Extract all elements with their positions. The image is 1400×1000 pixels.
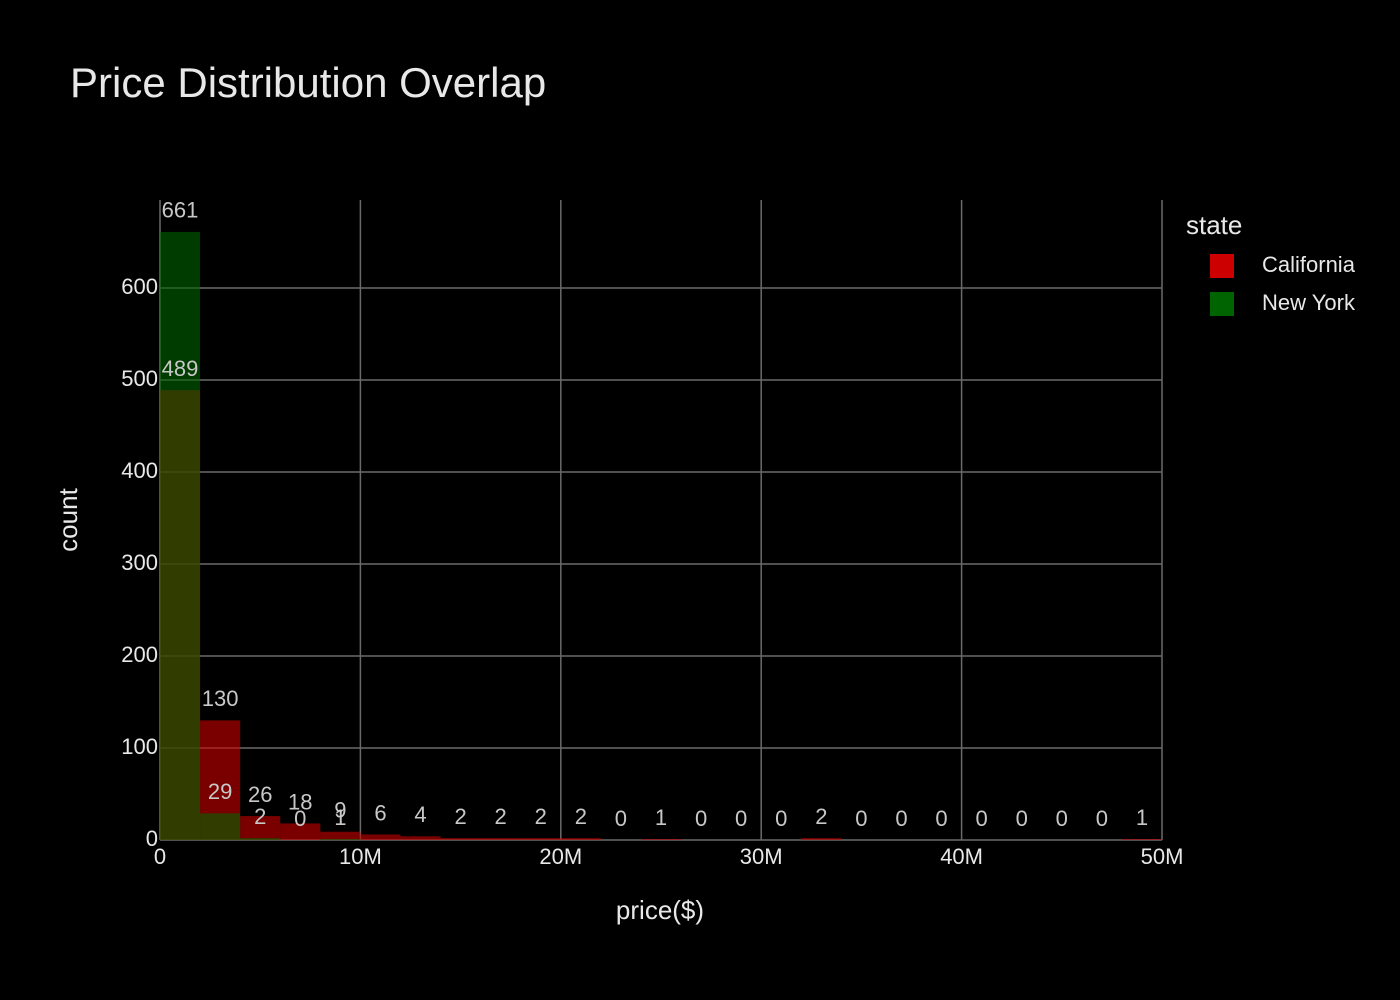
bar [240, 816, 281, 840]
x-tick-label: 40M [940, 844, 983, 869]
data-label: 0 [735, 806, 747, 831]
y-tick-label: 0 [146, 826, 158, 851]
y-tick-label: 400 [121, 458, 158, 483]
data-label: 0 [294, 806, 306, 831]
y-tick-label: 100 [121, 734, 158, 759]
data-label: 2 [495, 804, 507, 829]
bar [801, 838, 842, 840]
bar [360, 834, 401, 840]
data-label: 0 [1016, 806, 1028, 831]
bar [280, 823, 321, 840]
data-label: 2 [815, 804, 827, 829]
bar [1121, 839, 1162, 840]
data-label: 0 [615, 806, 627, 831]
legend-label: California [1262, 252, 1356, 277]
bar [240, 838, 281, 840]
data-label: 2 [575, 804, 587, 829]
data-label: 0 [855, 806, 867, 831]
data-label: 1 [655, 805, 667, 830]
bar [520, 838, 561, 840]
data-label: 29 [208, 779, 232, 804]
x-tick-label: 10M [339, 844, 382, 869]
bar [160, 231, 201, 840]
y-tick-label: 200 [121, 642, 158, 667]
data-label: 0 [1096, 806, 1108, 831]
data-label: 0 [976, 806, 988, 831]
bar [400, 836, 441, 840]
data-label: 26 [248, 782, 272, 807]
bar [560, 838, 601, 840]
y-tick-label: 600 [121, 274, 158, 299]
data-label: 0 [895, 806, 907, 831]
data-label: 1 [334, 805, 346, 830]
bar [480, 838, 521, 840]
x-tick-label: 30M [740, 844, 783, 869]
data-label: 0 [775, 806, 787, 831]
bar [640, 839, 682, 840]
data-label: 2 [454, 804, 466, 829]
x-tick-label: 20M [539, 844, 582, 869]
data-label: 661 [162, 198, 199, 223]
data-label: 2 [254, 804, 266, 829]
y-axis-title: count [53, 487, 83, 551]
bar [440, 838, 481, 840]
data-label: 0 [1056, 806, 1068, 831]
data-label: 2 [535, 804, 547, 829]
legend-swatch [1210, 254, 1234, 278]
data-label: 489 [162, 356, 199, 381]
data-label: 0 [935, 806, 947, 831]
y-tick-label: 300 [121, 550, 158, 575]
legend-swatch [1210, 292, 1234, 316]
bar [200, 813, 241, 840]
data-label: 4 [414, 802, 426, 827]
x-tick-label: 50M [1141, 844, 1184, 869]
bar [320, 839, 361, 840]
data-label: 6 [374, 800, 386, 825]
data-label: 18 [288, 789, 312, 814]
x-axis-title: price($) [616, 895, 704, 925]
data-label: 0 [695, 806, 707, 831]
bar [320, 831, 361, 840]
chart-title: Price Distribution Overlap [70, 59, 546, 106]
y-tick-label: 500 [121, 366, 158, 391]
data-label: 1 [1136, 805, 1148, 830]
legend-label: New York [1262, 290, 1356, 315]
x-tick-label: 0 [154, 844, 166, 869]
data-label: 130 [202, 686, 239, 711]
data-label: 9 [334, 798, 346, 823]
legend-title: state [1186, 210, 1242, 240]
